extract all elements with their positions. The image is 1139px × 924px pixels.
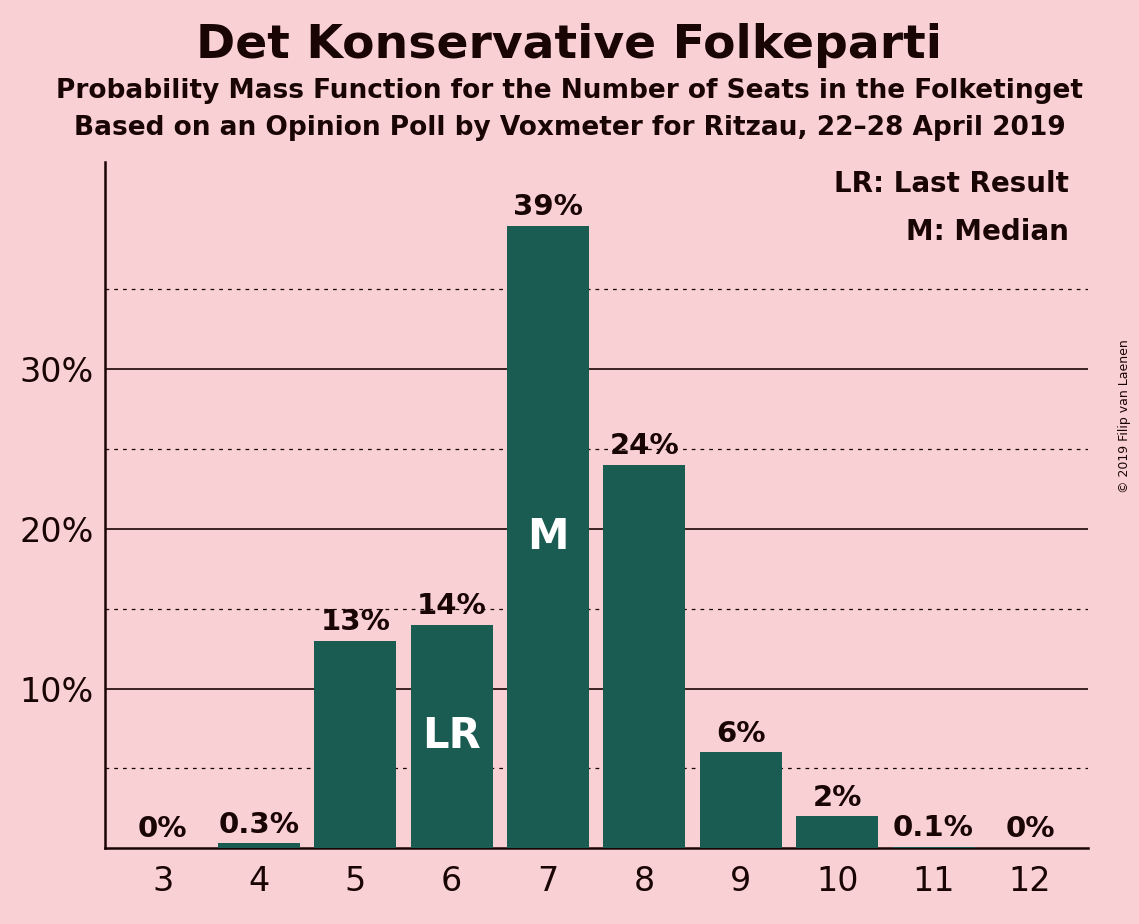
Bar (314, 640, 396, 848)
Text: LR: LR (423, 715, 481, 758)
Bar (699, 752, 781, 848)
Text: Probability Mass Function for the Number of Seats in the Folketinget: Probability Mass Function for the Number… (56, 78, 1083, 103)
Text: 0%: 0% (1006, 816, 1055, 844)
Text: M: M (527, 516, 568, 558)
Text: Det Konservative Folkeparti: Det Konservative Folkeparti (197, 23, 942, 68)
Text: 0.1%: 0.1% (893, 814, 974, 842)
Text: 6%: 6% (716, 720, 765, 748)
Bar (604, 465, 686, 848)
Bar (218, 844, 300, 848)
Text: LR: Last Result: LR: Last Result (834, 170, 1068, 198)
Bar (411, 625, 493, 848)
Bar (796, 816, 878, 848)
Text: M: Median: M: Median (906, 217, 1068, 246)
Text: 0%: 0% (138, 816, 187, 844)
Bar (893, 846, 975, 848)
Text: 14%: 14% (417, 592, 486, 620)
Text: 13%: 13% (320, 608, 391, 636)
Text: Based on an Opinion Poll by Voxmeter for Ritzau, 22–28 April 2019: Based on an Opinion Poll by Voxmeter for… (74, 115, 1065, 140)
Text: 2%: 2% (812, 784, 862, 811)
Text: 0.3%: 0.3% (219, 810, 300, 839)
Text: 39%: 39% (514, 193, 583, 221)
Bar (507, 225, 589, 848)
Text: 24%: 24% (609, 432, 679, 460)
Text: © 2019 Filip van Laenen: © 2019 Filip van Laenen (1118, 339, 1131, 492)
